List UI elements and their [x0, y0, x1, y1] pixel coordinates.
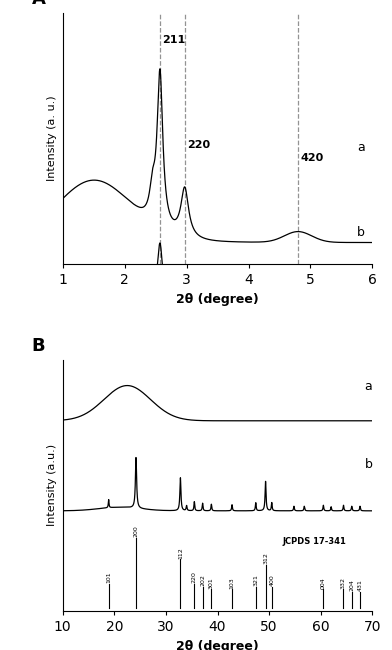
Text: 202: 202 — [200, 574, 205, 586]
Text: 103: 103 — [229, 577, 234, 589]
Text: a: a — [365, 380, 372, 393]
Text: 400: 400 — [269, 574, 274, 586]
X-axis label: 2θ (degree): 2θ (degree) — [176, 293, 259, 306]
Text: 420: 420 — [301, 153, 324, 162]
Text: 112: 112 — [178, 547, 183, 559]
Text: 220: 220 — [192, 571, 197, 583]
Text: JCPDS 17-341: JCPDS 17-341 — [282, 537, 346, 546]
Text: a: a — [357, 140, 365, 153]
Text: 431: 431 — [358, 579, 363, 592]
Text: B: B — [32, 337, 45, 355]
Text: 200: 200 — [134, 525, 138, 537]
Text: A: A — [32, 0, 45, 8]
Text: 101: 101 — [106, 571, 111, 583]
Text: b: b — [357, 226, 365, 239]
Text: 211: 211 — [162, 35, 186, 46]
X-axis label: 2θ (degree): 2θ (degree) — [176, 640, 259, 650]
Text: 204: 204 — [349, 579, 354, 592]
Y-axis label: Intensity (a. u.): Intensity (a. u.) — [47, 96, 57, 181]
Text: 312: 312 — [263, 552, 268, 564]
Y-axis label: Intensity (a.u.): Intensity (a.u.) — [47, 445, 57, 526]
Text: 332: 332 — [341, 577, 346, 589]
Text: 301: 301 — [209, 577, 214, 589]
Text: 220: 220 — [187, 140, 211, 150]
Text: 321: 321 — [253, 574, 258, 586]
Text: 004: 004 — [321, 577, 326, 589]
Text: b: b — [365, 458, 372, 471]
